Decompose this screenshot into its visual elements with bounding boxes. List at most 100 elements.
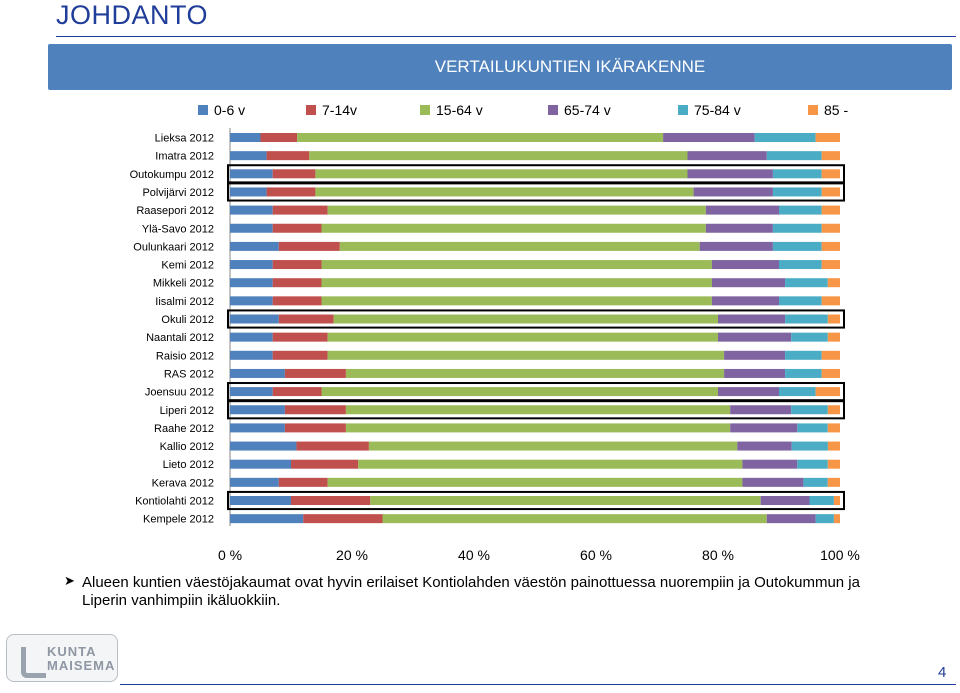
bar-segment [687,151,767,161]
kuntamaisema-logo: KUNTA MAISEMA [0,632,118,684]
bar-segment [705,205,779,215]
bar-segment [687,169,773,179]
category-label: Lieto 2012 [163,459,214,471]
bar-segment [718,332,792,342]
legend-swatch [198,105,208,115]
logo-line-2: MAISEMA [47,658,116,673]
bar-segment [358,459,743,469]
bar-segment [284,405,346,415]
category-label: Naantali 2012 [146,332,214,344]
bar-segment [821,350,840,360]
page-title: JOHDANTO [56,0,209,30]
bar-segment [742,477,804,487]
bar-segment [827,332,840,342]
bar-segment [272,260,322,270]
bar-segment [815,514,834,524]
legend-label: 75-84 v [694,102,741,118]
bar-segment [230,260,273,270]
bar-segment [345,368,725,378]
bar-segment [272,278,322,288]
chart-title-banner: VERTAILUKUNTIEN IKÄRAKENNE [48,44,952,90]
bar-segment [327,477,743,487]
legend-swatch [678,105,688,115]
bar-segment [833,514,840,524]
bar-segment [333,314,718,324]
highlight-frame [227,182,845,202]
bar-segment [230,387,273,397]
bar-segment [230,241,279,251]
category-label: Kerava 2012 [152,477,214,489]
bar-segment [821,368,840,378]
category-label: Mikkeli 2012 [153,278,214,290]
bar-segment [821,151,840,161]
bar-segment [821,296,840,306]
bar-segment [327,350,725,360]
bar-segment [278,314,334,324]
highlight-frame [227,164,845,184]
bar-segment [230,423,285,433]
category-label: Lieksa 2012 [155,133,214,145]
bar-segment [827,477,840,487]
x-tick-label: 80 % [702,547,734,563]
bar-segment [724,350,786,360]
category-label: Okuli 2012 [161,314,214,326]
bar-segment [230,459,291,469]
bar-segment [718,314,786,324]
bar-segment [321,387,718,397]
bar-segment [230,151,267,161]
bar-segment [791,332,828,342]
bar-segment [766,514,816,524]
summary-note: Alueen kuntien väestöjakaumat ovat hyvin… [82,574,860,609]
x-tick-label: 60 % [580,547,612,563]
bar-segment [272,387,322,397]
bar-segment [821,169,840,179]
bar-segment [230,169,273,179]
category-label: Iisalmi 2012 [155,296,214,308]
logo-mark-icon [21,647,46,678]
bar-segment [821,205,840,215]
bar-segment [791,441,828,451]
category-label: Oulunkaari 2012 [133,241,214,253]
bar-segment [821,260,840,270]
bar-segment [315,187,694,197]
bar-segment [368,441,738,451]
legend-label: 7-14v [322,102,357,118]
bar-segment [724,368,786,378]
legend-swatch [808,105,818,115]
footer-divider [120,684,956,685]
bar-segment [754,133,816,142]
bar-segment [230,223,273,233]
bar-segment [339,241,700,251]
bar-segment [821,187,840,197]
bar-segment [272,350,328,360]
bullet-arrow-icon: ➤ [64,573,75,588]
bar-segment [230,332,273,342]
bar-segment [815,387,840,397]
bar-segment [260,133,298,142]
bar-segment [230,496,291,505]
category-label: Raahe 2012 [154,423,214,435]
bar-segment [303,514,383,524]
legend-label: 0-6 v [214,102,245,118]
title-divider [56,36,956,37]
bar-segment [321,223,706,233]
bar-segment [779,296,822,306]
bar-segment [230,314,279,324]
bar-segment [791,405,828,415]
bar-segment [291,496,371,505]
bar-segment [827,278,840,288]
bar-segment [321,260,712,270]
bar-segment [779,387,816,397]
bar-segment [272,169,316,179]
bar-segment [284,423,346,433]
bar-segment [272,223,322,233]
bar-segment [833,496,840,505]
bar-segment [803,477,828,487]
bar-segment [230,514,304,524]
x-tick-label: 0 % [218,547,242,563]
highlight-frame [227,382,845,402]
highlight-frame [227,309,845,329]
bar-segment [711,260,779,270]
bar-segment [705,223,773,233]
bar-segment [266,187,316,197]
